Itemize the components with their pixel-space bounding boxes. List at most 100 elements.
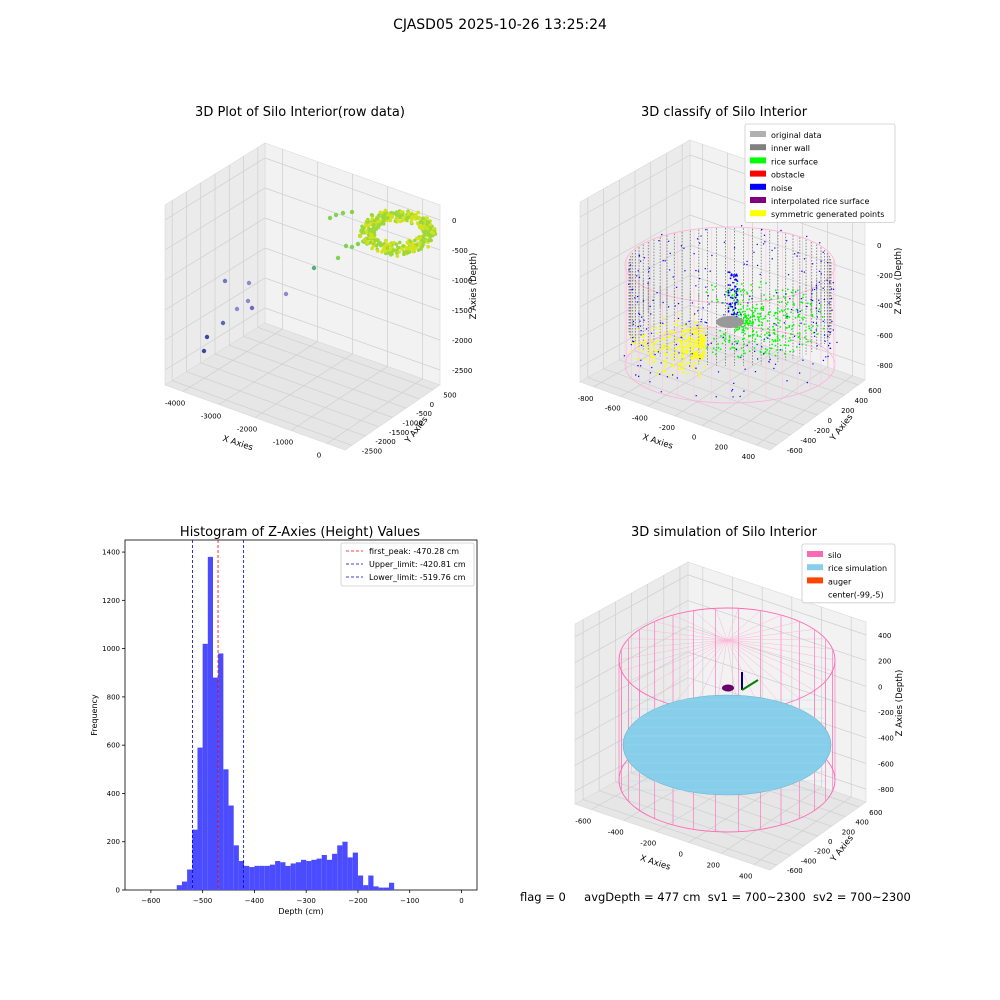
- classify-rice-surface-point: [812, 325, 814, 328]
- classify-rice-surface-point: [759, 315, 762, 318]
- classify-rice-surface-point: [742, 306, 745, 308]
- classify-noise-point: [829, 281, 831, 283]
- classify-rice-surface-point: [774, 339, 777, 341]
- classify-rice-surface-point: [736, 326, 739, 329]
- classify-rice-surface-point: [738, 326, 741, 329]
- classify-rice-surface-point: [757, 312, 759, 315]
- classify-rice-surface-point: [743, 337, 746, 340]
- classify-legend-label: interpolated rice surface: [771, 197, 869, 206]
- raw-point: [422, 240, 426, 244]
- classify-noise-point: [731, 343, 733, 345]
- classify-noise-point: [803, 258, 806, 260]
- classify-noise-point: [736, 288, 738, 291]
- classify-rice-surface-point: [762, 318, 765, 320]
- classify-symmetric-point: [684, 339, 687, 342]
- classify-noise-point: [729, 296, 732, 299]
- histogram-bar: [332, 853, 338, 890]
- simulation-silo-roof-line: [726, 639, 833, 650]
- classify-xtick-label: 0: [692, 434, 696, 442]
- classify-symmetric-point: [694, 351, 697, 354]
- classify-noise-point: [675, 286, 678, 288]
- classify-noise-point: [761, 346, 763, 348]
- classify-rice-surface-point: [743, 289, 746, 292]
- classify-noise-point: [740, 356, 742, 358]
- raw-point: [388, 243, 392, 248]
- classify-noise-point: [705, 322, 708, 324]
- classify-rice-surface-point: [798, 335, 801, 338]
- classify-noise-point: [699, 357, 701, 360]
- classify-symmetric-point: [691, 366, 694, 369]
- classify-noise-point: [775, 292, 778, 294]
- simulation-legend-label: silo: [828, 551, 842, 560]
- classify-noise-point: [727, 271, 730, 274]
- classify-symmetric-point: [701, 344, 704, 347]
- classify-rice-surface-point: [725, 290, 728, 293]
- classify-rice-surface-point: [797, 315, 800, 317]
- classify-rice-surface-point: [737, 340, 740, 342]
- classify-rice-surface-point: [779, 344, 782, 347]
- classify-grid-z-left: [579, 154, 691, 218]
- simulation-grid-y: [615, 781, 805, 847]
- panel-simulation-3d: 3D simulation of Silo Interior-600-400-2…: [574, 525, 905, 881]
- raw-point: [378, 210, 383, 215]
- classify-noise-point: [802, 359, 804, 361]
- classify-noise-point: [830, 297, 833, 300]
- classify-rice-surface-point: [788, 316, 791, 319]
- classify-noise-point: [751, 298, 753, 300]
- classify-noise-point: [740, 225, 743, 227]
- classify-rice-surface-point: [781, 310, 784, 313]
- raw-point: [421, 234, 426, 239]
- classify-symmetric-point: [665, 346, 668, 349]
- simulation-ztick-label: -400: [878, 735, 894, 743]
- classify-rice-surface-point: [803, 323, 806, 326]
- classify-rice-surface-point: [768, 352, 771, 355]
- histogram-bar: [306, 861, 312, 890]
- classify-rice-surface-point: [754, 307, 757, 310]
- classify-symmetric-point: [663, 344, 666, 347]
- classify-noise-point: [675, 343, 678, 346]
- classify-rice-surface-point: [791, 289, 794, 292]
- classify-rice-surface-point: [728, 341, 731, 344]
- classify-noise-point: [659, 373, 661, 375]
- classify-noise-point: [812, 363, 814, 365]
- classify-grid-y: [587, 377, 777, 446]
- classify-rice-surface-point: [716, 298, 719, 301]
- classify-noise-point: [641, 316, 643, 318]
- classify-rice-surface-point: [724, 337, 727, 340]
- classify-symmetric-point: [662, 316, 665, 319]
- classify-symmetric-point: [700, 347, 703, 350]
- classify-rice-surface-point: [807, 340, 809, 343]
- classify-symmetric-point: [681, 342, 684, 345]
- classify-noise-point: [731, 388, 734, 391]
- classify-rice-surface-point: [790, 311, 792, 314]
- classify-rice-surface-point: [752, 311, 754, 314]
- classify-noise-point: [734, 278, 736, 281]
- classify-symmetric-point: [664, 370, 667, 373]
- classify-rice-surface-point: [739, 303, 742, 306]
- classify-grid-z-left: [579, 244, 691, 308]
- classify-rice-surface-point: [796, 289, 799, 292]
- classify-rice-surface-point: [737, 303, 739, 305]
- classify-rice-surface-point: [754, 318, 757, 321]
- classify-symmetric-point: [668, 348, 671, 351]
- raw-point: [395, 254, 400, 258]
- histogram-bar: [311, 859, 317, 890]
- classify-noise-point: [806, 305, 808, 308]
- classify-noise-point: [732, 313, 735, 316]
- classify-rice-surface-point: [753, 340, 756, 343]
- classify-symmetric-point: [698, 330, 701, 333]
- classify-noise-point: [831, 309, 833, 311]
- classify-noise-point: [767, 337, 769, 339]
- raw-grid-y: [243, 335, 420, 400]
- raw-point: [374, 243, 379, 248]
- classify-rice-surface-point: [783, 309, 786, 312]
- classify-rice-surface-point: [747, 314, 750, 317]
- histogram-bar: [259, 865, 265, 890]
- classify-rice-surface-point: [774, 312, 777, 315]
- raw-point: [390, 252, 394, 256]
- classify-noise-point: [746, 263, 748, 266]
- raw-point: [397, 240, 402, 245]
- simulation-silo-roof-line: [726, 639, 782, 706]
- classify-symmetric-point: [652, 344, 655, 347]
- classify-rice-surface-point: [784, 297, 787, 300]
